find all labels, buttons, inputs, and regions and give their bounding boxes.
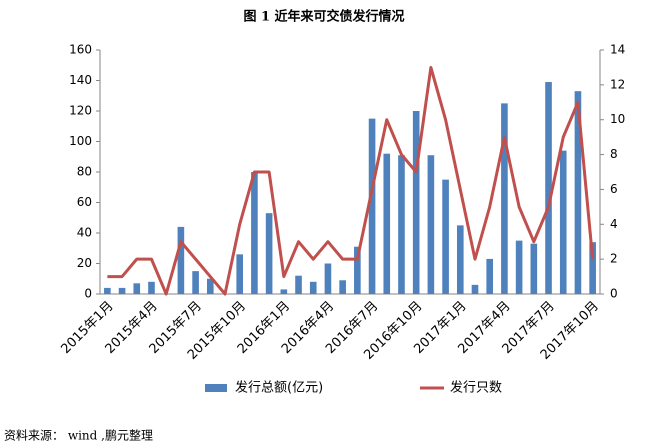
- bar: [545, 82, 552, 295]
- bar: [427, 155, 435, 294]
- bar: [339, 280, 346, 294]
- bar: [309, 281, 317, 294]
- bar: [442, 179, 449, 294]
- bar: [192, 271, 199, 294]
- y-tick-label: 0: [84, 287, 92, 301]
- bar: [236, 254, 244, 294]
- legend-label: 发行总额(亿元): [235, 380, 323, 396]
- y-tick-label: 20: [77, 256, 92, 270]
- bar: [265, 213, 273, 294]
- bar: [486, 258, 494, 294]
- y2-tick-label: 6: [610, 182, 618, 196]
- bar: [398, 155, 405, 294]
- bar: [177, 226, 185, 294]
- bar: [530, 243, 538, 294]
- y-tick-label: 140: [69, 73, 92, 87]
- line: [107, 65, 595, 296]
- bar: [133, 283, 141, 294]
- y2-tick-label: 2: [610, 252, 618, 266]
- y2-tick-label: 0: [610, 287, 618, 301]
- y2-tick-label: 12: [610, 77, 625, 91]
- bar: [412, 111, 420, 294]
- bar: [148, 281, 155, 294]
- y2-tick-label: 14: [610, 43, 625, 57]
- y-tick-label: 100: [69, 134, 92, 148]
- y-tick-label: 60: [77, 195, 92, 209]
- bar: [574, 91, 582, 294]
- legend-label: 发行只数: [450, 380, 502, 396]
- bar: [368, 118, 376, 294]
- bar: [104, 287, 111, 294]
- y2-tick-label: 4: [610, 217, 618, 231]
- bar: [280, 289, 288, 294]
- bar: [251, 172, 258, 294]
- bar: [295, 275, 302, 294]
- y-tick-label: 80: [77, 165, 92, 179]
- bar: [324, 263, 332, 294]
- y-tick-label: 160: [69, 43, 92, 57]
- y2-tick-label: 8: [610, 147, 618, 161]
- y-tick-label: 120: [69, 104, 92, 118]
- bar: [515, 240, 523, 294]
- bar: [471, 284, 479, 294]
- bar: [206, 278, 214, 294]
- chart-title: 图 1 近年来可交债发行情况: [243, 9, 404, 25]
- bar: [118, 287, 126, 294]
- legend-swatch: [205, 384, 227, 392]
- bar: [383, 153, 391, 294]
- y2-tick-label: 10: [610, 112, 625, 126]
- y-tick-label: 40: [77, 226, 92, 240]
- bar: [456, 225, 464, 294]
- bar: [589, 242, 596, 294]
- bar: [559, 150, 567, 294]
- source-note: 资料来源： wind ,鹏元整理: [4, 428, 153, 443]
- bar: [501, 103, 508, 294]
- bar: [354, 246, 361, 294]
